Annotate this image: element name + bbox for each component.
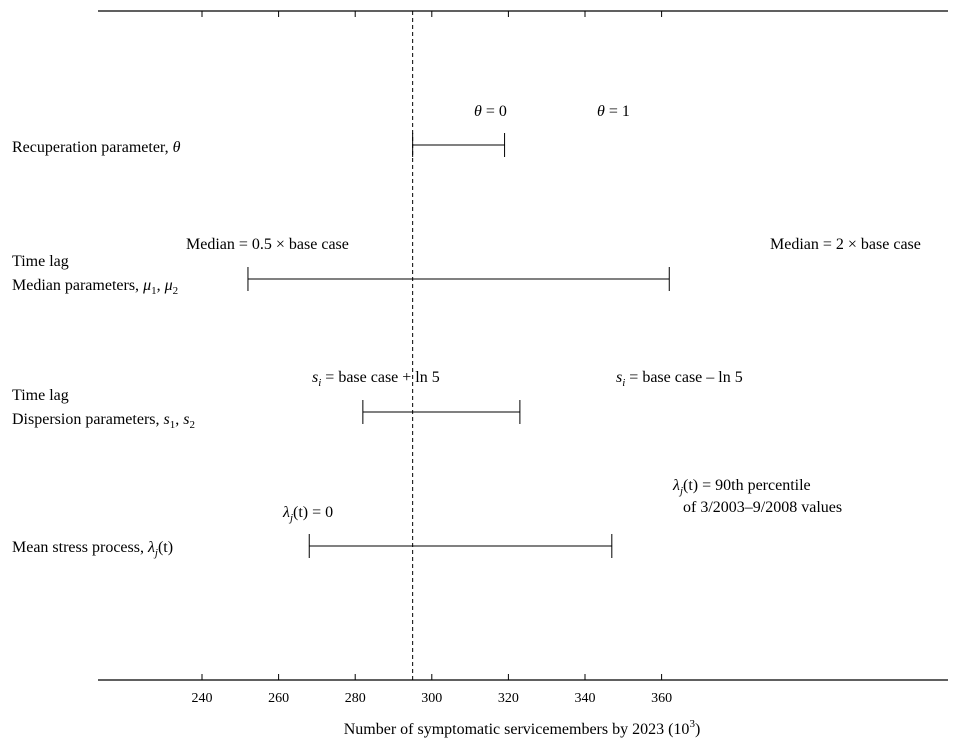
median-low-label: Median = 0.5 × base case xyxy=(186,236,349,253)
row-label-dispersion-line1: Time lag xyxy=(12,387,69,404)
x-tick-label: 280 xyxy=(345,691,366,706)
x-tick-label: 360 xyxy=(651,691,672,706)
row-label-median-line1: Time lag xyxy=(12,253,69,270)
x-tick-label: 320 xyxy=(498,691,519,706)
stress-high-label-line2: of 3/2003–9/2008 values xyxy=(683,499,842,516)
row-label-dispersion-line2: Dispersion parameters, s1, s2 xyxy=(12,411,195,431)
row-label-median-line2: Median parameters, μ1, μ2 xyxy=(12,277,178,297)
x-tick-label: 340 xyxy=(575,691,596,706)
recuperation-low-label: θ = 0 xyxy=(474,103,507,120)
stress-low-label: λj(t) = 0 xyxy=(282,504,333,524)
bottom-ticks: 240 260 280 300 320 340 360 xyxy=(192,674,672,706)
x-tick-label: 240 xyxy=(192,691,213,706)
dispersion-high-label: si = base case – ln 5 xyxy=(616,369,743,389)
row-label-stress: Mean stress process, λj(t) xyxy=(12,539,173,559)
x-tick-label: 300 xyxy=(421,691,442,706)
x-axis-title: Number of symptomatic servicemembers by … xyxy=(344,718,701,738)
recuperation-high-label: θ = 1 xyxy=(597,103,630,120)
dispersion-low-label: si = base case + ln 5 xyxy=(312,369,440,389)
median-high-label: Median = 2 × base case xyxy=(770,236,921,253)
top-ticks xyxy=(201,11,663,17)
x-tick-label: 260 xyxy=(268,691,289,706)
row-label-recuperation: Recuperation parameter, θ xyxy=(12,139,181,156)
stress-high-label-line1: λj(t) = 90th percentile xyxy=(672,477,811,497)
